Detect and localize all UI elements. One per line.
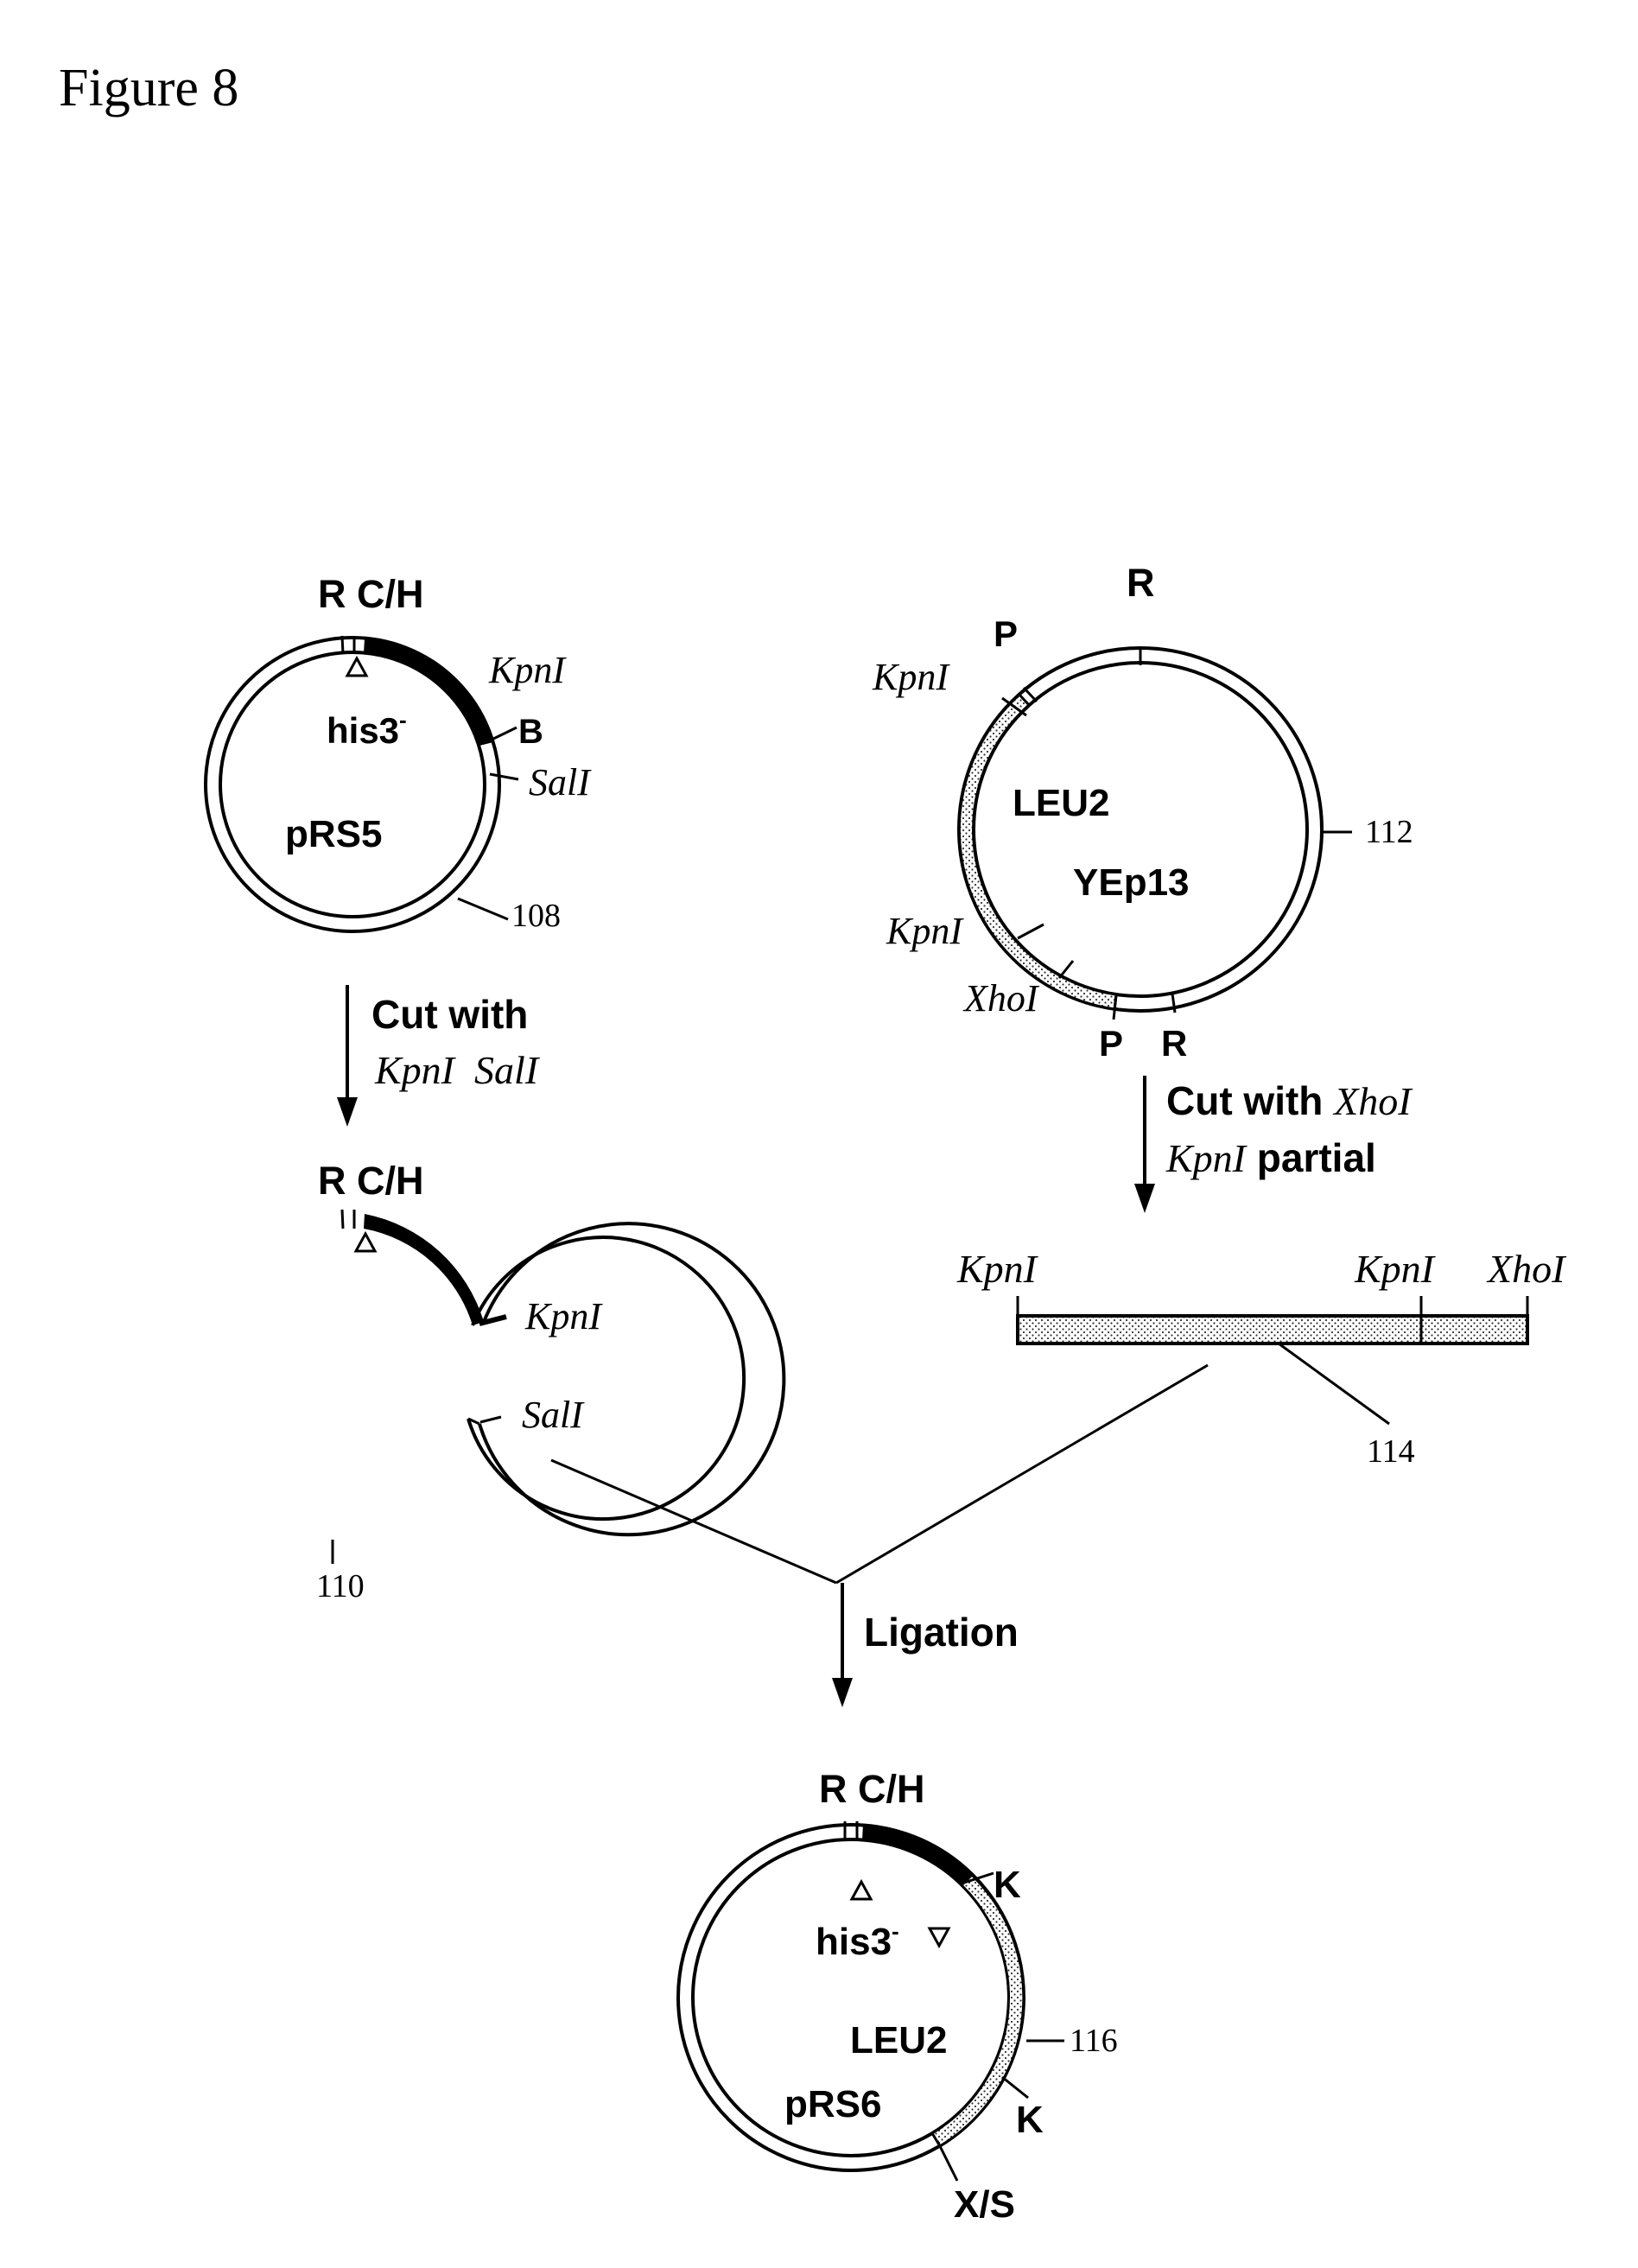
fragment-114-ref-leader [1278, 1342, 1390, 1426]
arrow-ligation [832, 1583, 853, 1707]
fragment-114-site-mid: KpnI [1354, 1247, 1437, 1291]
ligation-line-right [835, 1363, 1209, 1585]
YEp13-r-bottom-tick [1171, 993, 1177, 1013]
fragment-110-ref-number: 110 [316, 1568, 365, 1604]
YEp13-name: YEp13 [1073, 861, 1190, 904]
fragment-110-inner [467, 1236, 746, 1522]
YEp13-p-bottom-tick [1112, 994, 1118, 1020]
fragment-110-site-sali: SalI [522, 1394, 585, 1436]
pRS6-k-top-tick [961, 1871, 994, 1885]
fragment-114-ref-number: 114 [1367, 1433, 1415, 1470]
pRS5-gene-superscript: - [399, 707, 407, 733]
pRS5-inner-ring [219, 651, 486, 918]
plasmid-YEp13: R P KpnI LEU2 YEp13 KpnI XhoI P R 112 [872, 561, 1413, 1064]
fragment-110-marker-triangle [353, 1230, 378, 1253]
plasmid-pRS6: R C/H K his3- LEU2 116 pRS6 K X/S [676, 1767, 1118, 2226]
pRS6-k-bottom-tick [1001, 2075, 1029, 2100]
YEp13-xhoi-tick [1057, 960, 1075, 979]
YEp13-site-r-bottom: R [1161, 1023, 1187, 1064]
cut-right-line2: KpnI partial [1165, 1135, 1376, 1180]
cut-left-line1: Cut with [371, 992, 528, 1037]
pRS5-outer-ring [204, 636, 501, 933]
pRS6-site-top: R C/H [819, 1767, 925, 1811]
fragment-110-outer [478, 1222, 786, 1537]
pRS5-name: pRS5 [285, 813, 382, 855]
pRS6-site-k-bottom: K [1016, 2099, 1044, 2141]
fragment-110: R C/H KpnI SalI 110 [316, 1159, 786, 1604]
pRS5-site-b: B [518, 713, 543, 751]
pRS6-xs-tick [936, 2140, 959, 2182]
pRS6-marker-triangle [849, 1878, 873, 1901]
pRS5-site-top: R C/H [318, 572, 424, 616]
YEp13-ref-number: 112 [1365, 814, 1413, 850]
YEp13-site-kpni-top: KpnI [872, 656, 950, 698]
pRS6-site-xs: X/S [954, 2183, 1015, 2226]
YEp13-site-p-top: P [994, 613, 1018, 654]
pRS5-ref-number: 108 [511, 898, 561, 934]
pRS5-ref-leader [457, 897, 509, 921]
fragment-114: KpnI KpnI XhoI 114 [956, 1247, 1567, 1470]
LEU2-segment [957, 692, 1118, 1011]
YEp13-site-p-bottom: P [1099, 1023, 1123, 1064]
his3-segment [364, 638, 493, 746]
pRS5-r-site-tick [340, 635, 345, 655]
arrow-cut-right [1134, 1076, 1155, 1213]
ligation-label: Ligation [864, 1610, 1019, 1655]
cut-left-line2: KpnI SalI [374, 1048, 541, 1092]
pRS6-his3-segment [862, 1825, 972, 1885]
ligation-line-left [550, 1458, 837, 1585]
fragment-114-site-right: XhoI [1486, 1247, 1567, 1291]
pRS5-marker-triangle [345, 655, 369, 677]
YEp13-site-xhoi: XhoI [962, 977, 1040, 1020]
YEp13-kpni-top-tick [1001, 696, 1027, 717]
figure-title: Figure 8 [59, 59, 238, 118]
plasmid-pRS5: R C/H KpnI B SalI his3- pRS5 108 [204, 572, 592, 934]
fragment-110-site-kpni: KpnI [524, 1295, 603, 1337]
pRS6-marker-triangle-inverted [927, 1927, 951, 1949]
pRS6-gene-his-label: his3- [816, 1918, 899, 1963]
pRS5-site-sali: SalI [529, 761, 592, 804]
YEp13-site-kpni-bottom: KpnI [886, 910, 964, 952]
pRS5-gene-label: his3- [327, 707, 407, 751]
fragment-110-site-top: R C/H [318, 1159, 424, 1203]
fragment-110-his3-segment [364, 1214, 484, 1325]
fragment-110-kpni-overhang [479, 1314, 507, 1326]
pRS6-LEU2-segment [930, 1872, 1025, 2149]
pRS5-sali-site-tick [489, 772, 519, 781]
YEp13-site-r-top: R [1127, 561, 1155, 605]
pRS5-gene-name: his3 [327, 710, 399, 751]
YEp13-gene-label: LEU2 [1013, 782, 1109, 824]
arrow-cut-left [337, 985, 358, 1127]
fragment-114-site-left: KpnI [956, 1247, 1039, 1291]
pRS6-ref-number: 116 [1070, 2023, 1118, 2059]
pRS6-name: pRS6 [784, 2083, 881, 2125]
fragment-110-sali-overhang [479, 1415, 502, 1424]
pRS5-site-kpni: KpnI [488, 649, 567, 691]
YEp13-kpni-bottom-tick [1017, 923, 1044, 940]
pRS6-site-k-top: K [994, 1864, 1021, 1906]
YEp13-p-top-tick [1022, 686, 1038, 703]
fragment-114-bar [1016, 1314, 1529, 1345]
pRS6-gene-leu-label: LEU2 [850, 2019, 947, 2062]
cut-right-line1: Cut with XhoI [1166, 1078, 1413, 1123]
pRS5-b-site-tick [486, 726, 517, 744]
